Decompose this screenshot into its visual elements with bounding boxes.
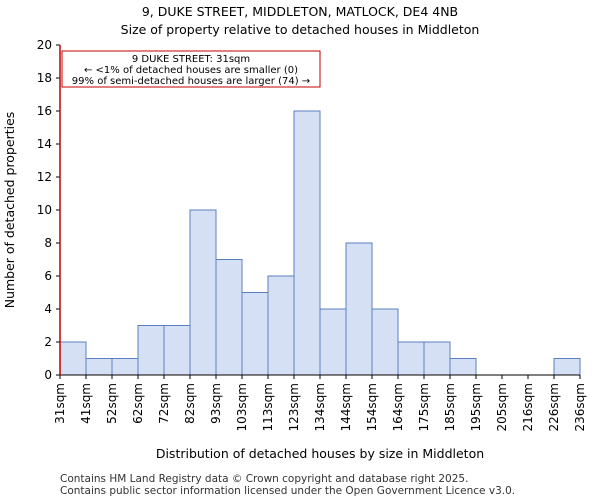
x-tick-label-164sqm: 164sqm — [391, 383, 405, 431]
y-tick-label: 12 — [37, 170, 52, 184]
x-tick-label-154sqm: 154sqm — [365, 383, 379, 431]
y-tick-label: 20 — [37, 38, 52, 52]
x-tick-label-216sqm: 216sqm — [521, 383, 535, 431]
bar-144sqm — [345, 242, 373, 376]
x-tick-label-31sqm: 31sqm — [53, 383, 67, 424]
bar-52sqm — [111, 358, 139, 376]
x-tick-label-195sqm: 195sqm — [469, 383, 483, 431]
bar-123sqm — [293, 110, 321, 376]
bar-175sqm — [423, 341, 451, 376]
x-tick-label-236sqm: 236sqm — [573, 383, 587, 431]
y-tick-label: 6 — [44, 269, 52, 283]
annotation-line-3: 99% of semi-detached houses are larger (… — [72, 76, 310, 87]
footer-licence: Contains public sector information licen… — [60, 485, 516, 497]
bar-164sqm — [397, 341, 425, 376]
y-tick-label: 16 — [37, 104, 52, 118]
bar-72sqm — [163, 325, 191, 376]
y-tick-label: 8 — [44, 236, 52, 250]
x-tick-label-41sqm: 41sqm — [79, 383, 93, 424]
x-tick-label-62sqm: 62sqm — [131, 383, 145, 424]
x-axis-label: Distribution of detached houses by size … — [156, 446, 484, 461]
annotation-box — [61, 50, 321, 88]
annotation-line-2: ← <1% of detached houses are smaller (0) — [84, 65, 298, 76]
bar-226sqm — [553, 358, 581, 376]
x-tick-label-226sqm: 226sqm — [547, 383, 561, 431]
chart-svg: 0 2 4 6 8 10 12 14 16 18 20 31sqm 41sqm 52sqm 62sqm 72… — [2, 38, 587, 461]
bar-31sqm — [59, 341, 87, 376]
bar-41sqm — [85, 358, 113, 376]
x-axis-ticks: 31sqm 41sqm 52sqm 62sqm 72sqm 82sqm 93sqm 103sq… — [53, 375, 587, 431]
y-axis-ticks: 0 2 4 6 8 10 12 14 16 18 20 — [37, 38, 60, 382]
annotation-line-1: 9 DUKE STREET: 31sqm — [132, 54, 250, 65]
y-tick-label: 10 — [37, 203, 52, 217]
x-tick-label-144sqm: 144sqm — [339, 383, 353, 431]
chart-title-address: 9, DUKE STREET, MIDDLETON, MATLOCK, DE4 … — [141, 4, 459, 19]
x-tick-label-113sqm: 113sqm — [261, 383, 275, 431]
x-tick-label-103sqm: 103sqm — [235, 383, 249, 431]
x-tick-label-205sqm: 205sqm — [495, 383, 509, 431]
bar-82sqm — [189, 209, 217, 376]
x-tick-label-123sqm: 123sqm — [287, 383, 301, 431]
x-tick-label-93sqm: 93sqm — [209, 383, 223, 424]
y-tick-label: 14 — [37, 137, 52, 151]
y-tick-label: 2 — [44, 335, 52, 349]
bar-134sqm — [319, 308, 347, 376]
bar-93sqm — [215, 259, 243, 376]
bar-154sqm — [371, 308, 399, 376]
x-tick-label-134sqm: 134sqm — [313, 383, 327, 431]
y-axis-label: Number of detached properties — [2, 112, 17, 309]
bar-113sqm — [267, 275, 295, 376]
x-tick-label-72sqm: 72sqm — [157, 383, 171, 424]
bar-185sqm — [449, 358, 477, 376]
bar-62sqm — [137, 325, 165, 376]
y-tick-label: 18 — [37, 71, 52, 85]
y-tick-label: 4 — [44, 302, 52, 316]
x-tick-label-175sqm: 175sqm — [417, 383, 431, 431]
x-tick-label-185sqm: 185sqm — [443, 383, 457, 431]
bars-group — [59, 110, 581, 376]
chart-title: Size of property relative to detached ho… — [120, 22, 480, 37]
bar-103sqm — [241, 292, 269, 376]
x-tick-label-52sqm: 52sqm — [105, 383, 119, 424]
footer-copyright: Contains HM Land Registry data © Crown c… — [60, 473, 469, 485]
x-tick-label-82sqm: 82sqm — [183, 383, 197, 424]
y-tick-label: 0 — [44, 368, 52, 382]
